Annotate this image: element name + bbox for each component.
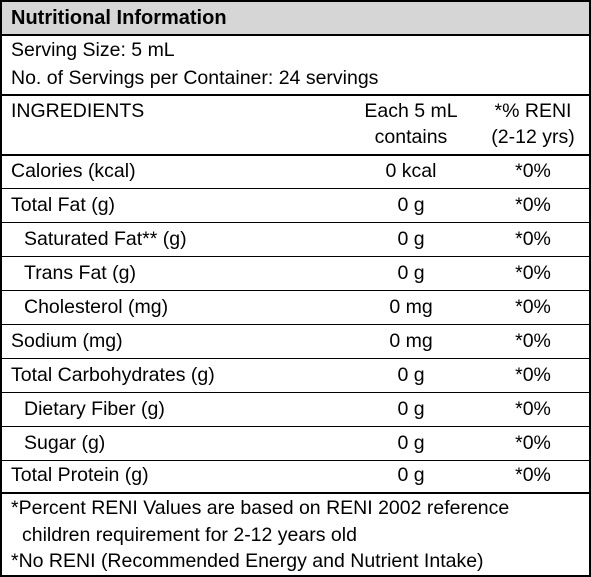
row-divider xyxy=(2,188,589,189)
nutrient-reni: *0% xyxy=(515,364,551,386)
nutrient-name: Cholesterol (mg) xyxy=(24,296,169,318)
nutrient-amount: 0 g xyxy=(397,398,425,420)
nutrient-name: Dietary Fiber (g) xyxy=(24,398,165,420)
servings-per-container: No. of Servings per Container: 24 servin… xyxy=(11,67,379,89)
nutrient-name: Total Carbohydrates (g) xyxy=(11,364,215,386)
nutrient-reni: *0% xyxy=(515,464,551,486)
nutrient-name: Sodium (mg) xyxy=(11,330,123,352)
nutrient-amount: 0 g xyxy=(397,432,425,454)
nutrient-reni: *0% xyxy=(515,228,551,250)
nutrient-reni: *0% xyxy=(515,432,551,454)
reni-header-line1: *% RENI xyxy=(494,100,572,122)
divider xyxy=(2,492,589,494)
nutrient-name: Total Protein (g) xyxy=(11,464,149,486)
footnote-reni-basis-cont: children requirement for 2-12 years old xyxy=(22,523,357,546)
nutrient-amount: 0 g xyxy=(397,364,425,386)
nutrient-reni: *0% xyxy=(515,160,551,182)
nutrient-reni: *0% xyxy=(515,398,551,420)
amount-header-line1: Each 5 mL xyxy=(364,100,458,122)
nutrient-amount: 0 g xyxy=(397,262,425,284)
nutrient-amount: 0 g xyxy=(397,228,425,250)
amount-header-line2: contains xyxy=(374,126,448,148)
nutrient-reni: *0% xyxy=(515,194,551,216)
nutrient-name: Calories (kcal) xyxy=(11,160,136,182)
row-divider xyxy=(2,256,589,257)
row-divider xyxy=(2,358,589,359)
nutrient-amount: 0 mg xyxy=(389,330,433,352)
nutrient-reni: *0% xyxy=(515,296,551,318)
row-divider xyxy=(2,222,589,223)
footnotes: *Percent RENI Values are based on RENI 2… xyxy=(11,495,509,575)
title-bar: Nutritional Information xyxy=(2,2,589,36)
row-divider xyxy=(2,460,589,461)
row-divider xyxy=(2,426,589,427)
nutrient-amount: 0 g xyxy=(397,194,425,216)
nutrient-amount: 0 kcal xyxy=(385,160,437,182)
nutrient-name: Total Fat (g) xyxy=(11,194,116,216)
nutrient-reni: *0% xyxy=(515,262,551,284)
ingredients-header: INGREDIENTS xyxy=(11,100,145,122)
row-divider xyxy=(2,290,589,291)
serving-size: Serving Size: 5 mL xyxy=(11,39,175,61)
nutrient-name: Sugar (g) xyxy=(24,432,106,454)
divider xyxy=(2,154,589,156)
row-divider xyxy=(2,324,589,325)
serving-info: Serving Size: 5 mL No. of Servings per C… xyxy=(11,39,378,95)
footnote-reni-basis: *Percent RENI Values are based on RENI 2… xyxy=(11,497,510,519)
footnote-reni-definition: *No RENI (Recommended Energy and Nutrien… xyxy=(11,550,484,572)
reni-header-line2: (2-12 yrs) xyxy=(491,126,575,148)
panel-title: Nutritional Information xyxy=(11,7,227,29)
divider xyxy=(2,94,589,96)
nutrient-reni: *0% xyxy=(515,330,551,352)
nutrient-name: Saturated Fat** (g) xyxy=(24,228,187,250)
row-divider xyxy=(2,392,589,393)
nutrient-amount: 0 g xyxy=(397,464,425,486)
nutrient-amount: 0 mg xyxy=(389,296,433,318)
nutrient-name: Trans Fat (g) xyxy=(24,262,136,284)
